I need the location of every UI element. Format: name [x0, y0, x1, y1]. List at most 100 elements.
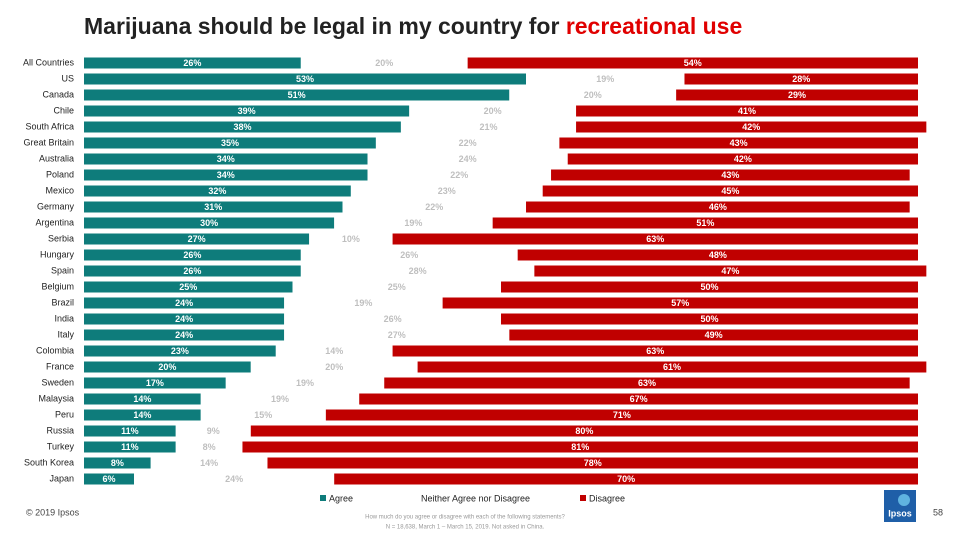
bar-segment [300, 57, 468, 69]
y-tick-label: Spain [51, 265, 74, 275]
data-label: 24% [175, 298, 193, 308]
bar-segment [284, 329, 510, 341]
y-tick-label: Brazil [51, 297, 74, 307]
bar-segment [84, 361, 251, 373]
y-tick-label: Australia [39, 153, 74, 163]
data-label: 63% [646, 346, 664, 356]
bar-segment [300, 265, 535, 277]
data-label: 11% [121, 442, 139, 452]
bar-segment [501, 281, 918, 293]
bar-segment [325, 409, 918, 421]
data-label: 42% [734, 154, 752, 164]
y-tick-label: Turkey [47, 441, 75, 451]
bar-segment [559, 137, 918, 149]
bar-segment [150, 457, 268, 469]
data-label: 38% [233, 122, 251, 132]
y-tick-label: Russia [46, 425, 74, 435]
data-label: 48% [709, 250, 727, 260]
data-label: 20% [325, 362, 343, 372]
bar-segment [84, 201, 343, 213]
bar-segment [392, 345, 919, 357]
legend-swatch [580, 495, 586, 501]
data-label: 34% [217, 170, 235, 180]
data-label: 80% [575, 426, 593, 436]
bar-segment [84, 153, 368, 165]
data-label: 8% [203, 442, 216, 452]
bar-segment [84, 169, 368, 181]
bar-segment [442, 297, 918, 309]
data-label: 24% [175, 314, 193, 324]
data-label: 47% [721, 266, 739, 276]
data-label: 34% [217, 154, 235, 164]
bar-segment [384, 377, 910, 389]
legend-swatch [320, 495, 326, 501]
y-tick-label: Great Britain [23, 137, 74, 147]
data-label: 20% [484, 106, 502, 116]
bar-segment [350, 185, 543, 197]
question: How much do you agree or disagree with e… [365, 515, 565, 521]
data-label: 20% [375, 58, 393, 68]
legend-label: Neither Agree nor Disagree [421, 493, 530, 503]
data-label: 50% [700, 282, 718, 292]
data-label: 43% [721, 170, 739, 180]
bar-segment [84, 441, 176, 453]
data-label: 28% [409, 266, 427, 276]
data-label: 46% [709, 202, 727, 212]
bar-segment [509, 89, 677, 101]
data-label: 26% [183, 266, 201, 276]
legend-label: Agree [329, 493, 353, 503]
data-label: 53% [296, 74, 314, 84]
logo-text: Ipsos [888, 508, 912, 518]
data-label: 27% [188, 234, 206, 244]
bar-segment [576, 105, 918, 117]
bar-segment [200, 393, 360, 405]
bar-segment [417, 361, 927, 373]
bar-segment [225, 377, 385, 389]
bar-segment [400, 121, 577, 133]
data-label: 9% [207, 426, 220, 436]
data-label: 50% [700, 314, 718, 324]
data-label: 19% [296, 378, 314, 388]
bar-segment [526, 73, 685, 85]
data-label: 6% [103, 474, 116, 484]
data-label: 67% [630, 394, 648, 404]
bar-segment [551, 169, 910, 181]
data-label: 17% [146, 378, 164, 388]
y-tick-label: France [46, 361, 74, 371]
y-tick-label: Hungary [40, 249, 75, 259]
bar-segment [517, 249, 918, 261]
data-label: 14% [133, 394, 151, 404]
chart-title: Marijuana should be legal in my country … [84, 13, 742, 39]
y-tick-label: Argentina [35, 217, 74, 227]
data-label: 11% [121, 426, 139, 436]
page-number: 58 [933, 507, 943, 517]
data-label: 49% [705, 330, 723, 340]
legend-label: Disagree [589, 493, 625, 503]
bar-segment [267, 457, 919, 469]
bar-segment [292, 281, 501, 293]
data-label: 19% [596, 74, 614, 84]
bar-segment [275, 345, 393, 357]
bar-segment [309, 233, 393, 245]
data-label: 14% [133, 410, 151, 420]
data-label: 21% [479, 122, 497, 132]
bar-segment [375, 137, 560, 149]
y-tick-label: Peru [55, 409, 74, 419]
bar-segment [84, 345, 276, 357]
bar-segment [84, 217, 335, 229]
y-tick-label: Japan [49, 473, 74, 483]
bar-segment [250, 361, 418, 373]
bar-segment [367, 169, 552, 181]
bar-segment [300, 249, 518, 261]
data-label: 57% [671, 298, 689, 308]
data-label: 25% [179, 282, 197, 292]
data-label: 20% [158, 362, 176, 372]
data-label: 42% [742, 122, 760, 132]
y-tick-label: US [61, 73, 74, 83]
data-label: 51% [696, 218, 714, 228]
sample-note: N = 18,638, March 1 – March 15, 2019. No… [386, 525, 545, 531]
y-tick-label: Malaysia [38, 393, 74, 403]
data-label: 23% [171, 346, 189, 356]
y-tick-label: Serbia [48, 233, 74, 243]
data-label: 22% [425, 202, 443, 212]
